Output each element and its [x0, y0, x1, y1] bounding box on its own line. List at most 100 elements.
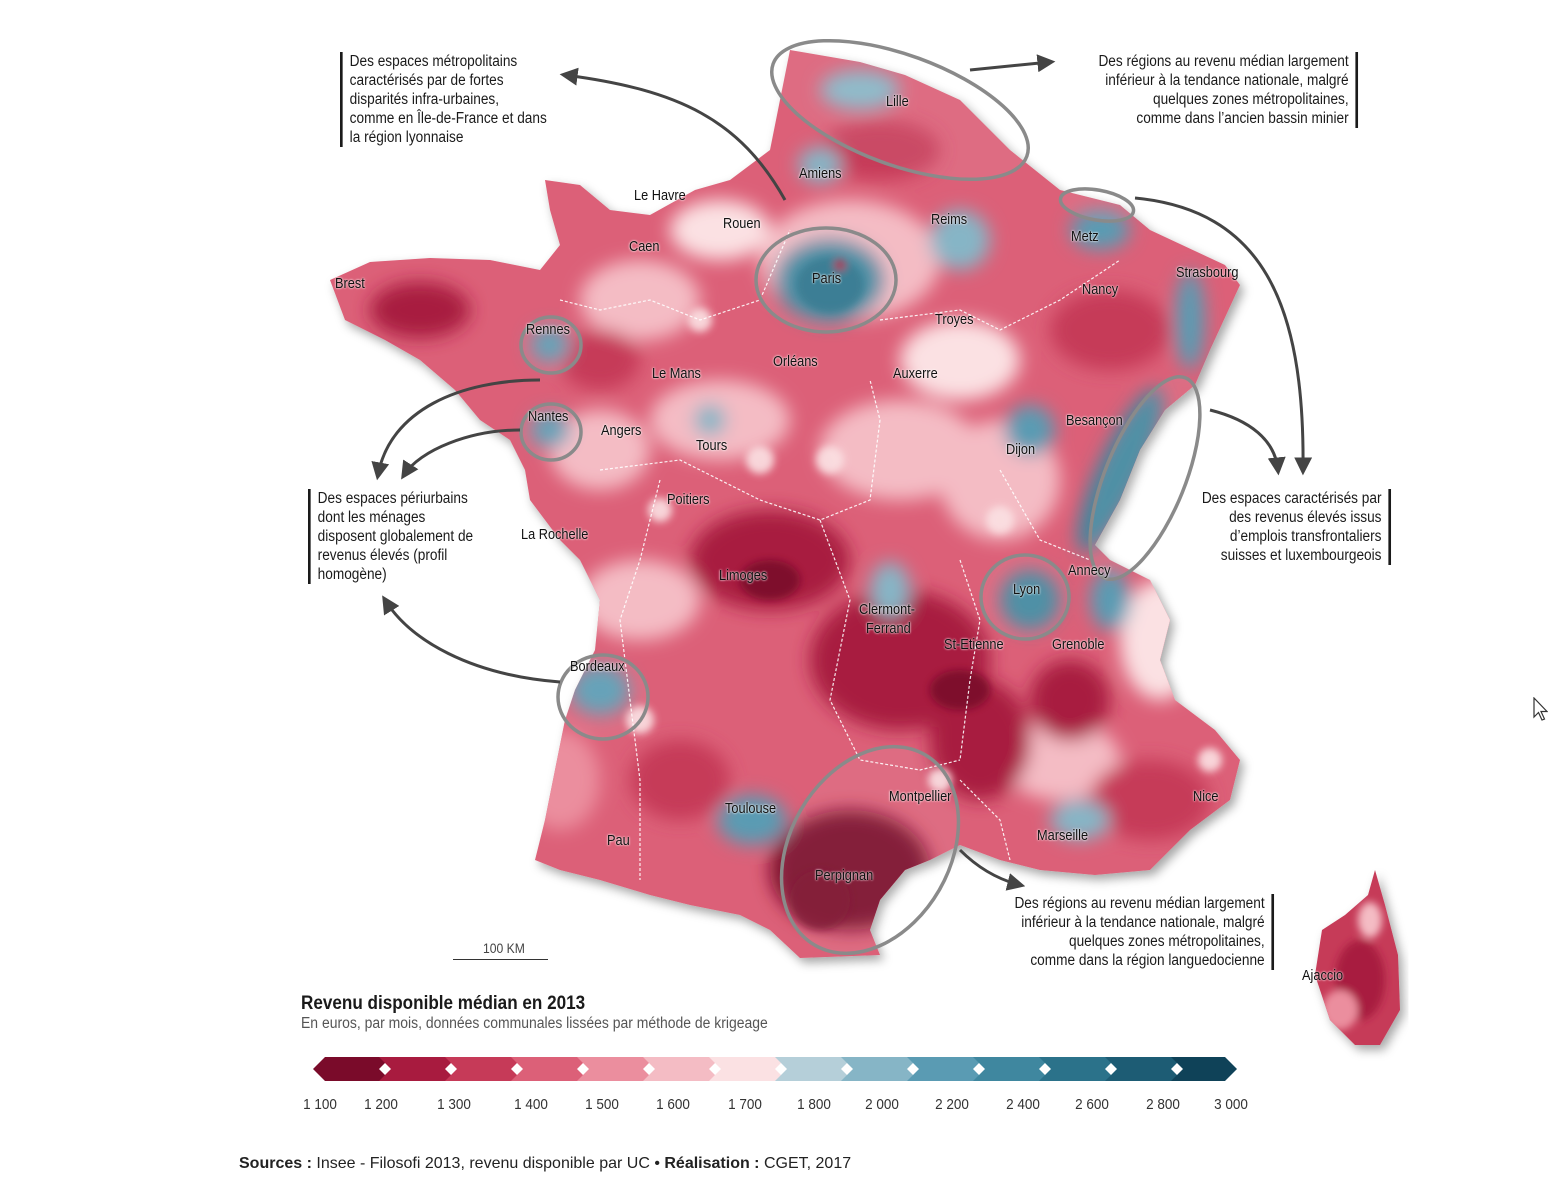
- callout-metropolitan: Des espaces métropolitains caractérisés …: [340, 52, 547, 147]
- legend-swatch: [1039, 1057, 1117, 1081]
- city-label-ajaccio: Ajaccio: [1302, 968, 1344, 984]
- sources-label: Sources :: [239, 1155, 312, 1172]
- legend-swatch: [1171, 1057, 1237, 1081]
- city-label-le-havre: Le Havre: [634, 188, 686, 204]
- city-label-dijon: Dijon: [1006, 442, 1036, 458]
- legend-swatch: [775, 1057, 853, 1081]
- callout-south: Des régions au revenu médian largement i…: [1014, 894, 1274, 970]
- callout-line: quelques zones métropolitaines,: [1152, 91, 1349, 108]
- corsica-map: [1315, 870, 1400, 1045]
- highlight-rings: [519, 38, 1202, 956]
- city-label-lyon: Lyon: [1013, 582, 1041, 598]
- callout-line: homogène): [317, 566, 387, 583]
- callout-arrows: [371, 54, 1313, 891]
- legend-color-ramp: [313, 1057, 1237, 1081]
- callout-line: d’emplois transfrontaliers: [1229, 528, 1382, 545]
- legend-swatch: [841, 1057, 919, 1081]
- callout-line: dont les ménages: [317, 509, 426, 526]
- city-label-rennes: Rennes: [526, 322, 570, 338]
- city-label-nantes: Nantes: [528, 409, 569, 425]
- callout-line: la région lyonnaise: [349, 129, 464, 146]
- legend-tick-label: 1 200: [364, 1096, 398, 1113]
- city-label-paris: Paris: [812, 271, 842, 287]
- legend-title: Revenu disponible médian en 2013: [301, 993, 586, 1014]
- city-label-nancy: Nancy: [1082, 282, 1119, 298]
- legend-tick-label: 1 800: [797, 1096, 831, 1113]
- city-label-nice: Nice: [1193, 789, 1219, 805]
- city-label-marseille: Marseille: [1037, 828, 1089, 844]
- city-label-orleans: Orléans: [773, 354, 818, 370]
- callout-line: Des régions au revenu médian largement: [1014, 895, 1265, 912]
- legend-tick-label: 2 400: [1006, 1096, 1040, 1113]
- city-label-auxerre: Auxerre: [893, 366, 938, 382]
- callout-line: inférieur à la tendance nationale, malgr…: [1104, 72, 1349, 89]
- callout-line: des revenus élevés issus: [1228, 509, 1382, 526]
- legend-subtitle: En euros, par mois, données communales l…: [301, 1015, 768, 1032]
- city-label-bordeaux: Bordeaux: [570, 659, 625, 675]
- legend-swatch: [709, 1057, 787, 1081]
- legend-tick-label: 1 300: [437, 1096, 471, 1113]
- callout-north: Des régions au revenu médian largement i…: [1098, 52, 1358, 128]
- callout-line: Des espaces périurbains: [317, 490, 468, 507]
- city-label-st-etienne: St-Etienne: [944, 637, 1004, 653]
- credit-text: CGET, 2017: [759, 1155, 852, 1172]
- legend-swatch: [511, 1057, 589, 1081]
- city-label-perpignan: Perpignan: [815, 868, 874, 884]
- city-label-rouen: Rouen: [723, 216, 761, 232]
- scale-bar: [453, 959, 548, 960]
- legend-tick-label: 1 600: [656, 1096, 690, 1113]
- city-label-la-rochelle: La Rochelle: [521, 527, 589, 543]
- legend-tick-label: 2 800: [1146, 1096, 1180, 1113]
- city-label-amiens: Amiens: [799, 166, 842, 182]
- city-label-pau: Pau: [607, 833, 630, 849]
- callout-line: Des espaces caractérisés par: [1201, 490, 1382, 507]
- legend-tick-label: 1 400: [514, 1096, 548, 1113]
- legend-swatch: [577, 1057, 655, 1081]
- legend-tick-label: 1 700: [728, 1096, 762, 1113]
- legend-swatch: [379, 1057, 457, 1081]
- callout-line: Des régions au revenu médian largement: [1098, 53, 1349, 70]
- callout-line: comme dans la région languedocienne: [1030, 952, 1265, 969]
- legend-swatch: [313, 1057, 391, 1081]
- callout-line: disparités infra-urbaines,: [349, 91, 500, 108]
- city-label-annecy: Annecy: [1068, 563, 1111, 579]
- legend-tick-label: 2 000: [865, 1096, 899, 1113]
- legend-tick-label: 1 100: [303, 1096, 337, 1113]
- sources-text: Insee - Filosofi 2013, revenu disponible…: [311, 1155, 665, 1172]
- legend-swatch: [445, 1057, 523, 1081]
- callout-border: Des espaces caractérisés par des revenus…: [1202, 489, 1391, 565]
- legend-swatch: [973, 1057, 1051, 1081]
- city-label-toulouse: Toulouse: [725, 801, 777, 817]
- callout-line: revenus élevés (profil: [317, 547, 448, 564]
- city-label-grenoble: Grenoble: [1052, 637, 1105, 653]
- scale-bar-label: 100 KM: [483, 941, 525, 956]
- city-label-le-mans: Le Mans: [652, 366, 701, 382]
- legend-swatch: [643, 1057, 721, 1081]
- city-label-besancon: Besançon: [1066, 413, 1123, 429]
- callout-line: inférieur à la tendance nationale, malgr…: [1020, 914, 1265, 931]
- callout-periurban: Des espaces périurbains dont les ménages…: [308, 489, 473, 584]
- callout-line: comme en Île-de-France et dans: [349, 110, 547, 127]
- city-label-caen: Caen: [629, 239, 660, 255]
- city-label-angers: Angers: [601, 423, 642, 439]
- city-label-troyes: Troyes: [935, 312, 974, 328]
- callout-line: caractérisés par de fortes: [349, 72, 504, 89]
- legend-swatch: [907, 1057, 985, 1081]
- legend-tick-label: 2 200: [935, 1096, 969, 1113]
- sources-line: Sources : Insee - Filosofi 2013, revenu …: [239, 1155, 851, 1173]
- legend-tick-label: 2 600: [1075, 1096, 1109, 1113]
- city-label-montpellier: Montpellier: [889, 789, 952, 805]
- credit-label: Réalisation :: [664, 1155, 760, 1172]
- city-label-clermont: Clermont-: [859, 602, 916, 618]
- legend-tick-label: 3 000: [1214, 1096, 1248, 1113]
- city-label-brest: Brest: [335, 276, 365, 292]
- city-label-limoges: Limoges: [719, 568, 768, 584]
- legend-tick-label: 1 500: [585, 1096, 619, 1113]
- city-label-ferrand: Ferrand: [866, 621, 911, 637]
- callout-line: Des espaces métropolitains: [349, 53, 518, 70]
- city-label-poitiers: Poitiers: [667, 492, 710, 508]
- legend-swatch: [1105, 1057, 1183, 1081]
- mouse-cursor-icon: [1533, 697, 1548, 721]
- callout-line: disposent globalement de: [317, 528, 474, 545]
